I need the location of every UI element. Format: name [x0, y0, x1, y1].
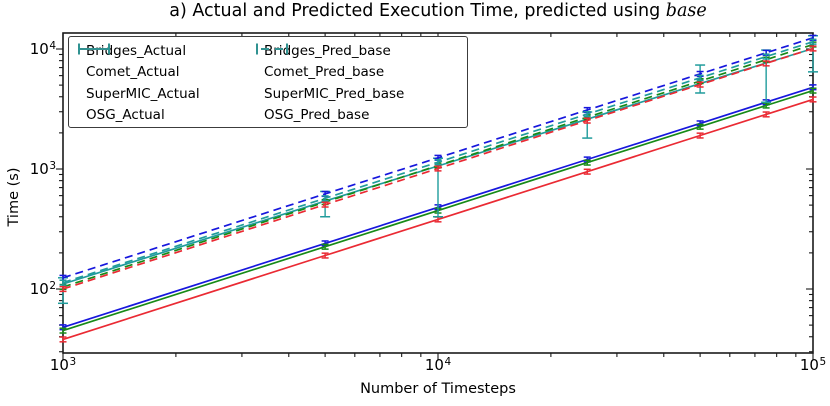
chart-title-text: a) Actual and Predicted Execution Time, … [169, 1, 666, 21]
x-tick-label-10e3: 103 [49, 355, 77, 375]
legend-label: OSG_Pred_base [264, 107, 370, 124]
legend-item-OSG_Pred_base: OSG_Pred_base [254, 43, 404, 125]
y-axis-label: Time (s) [6, 167, 22, 227]
legend-marker-dashed-icon [256, 43, 288, 54]
legend-label: Bridges_Actual [86, 43, 187, 60]
series-line-Comet_Actual [62, 89, 814, 332]
legend-item-SuperMIC_Actual: SuperMIC_Actual [76, 43, 200, 104]
legend-item-Comet_Pred_base: Comet_Pred_base [254, 43, 404, 83]
series-SuperMIC_Pred_base [59, 45, 817, 293]
y-tick-label-10e2: 102 [29, 279, 56, 299]
y-tick-label-10e3: 103 [29, 159, 56, 179]
series-OSG_Pred_base [59, 38, 817, 286]
legend-marker-solid-icon [78, 43, 110, 54]
series-line-Bridges_Pred_base [62, 36, 814, 279]
legend-label: Bridges_Pred_base [264, 43, 391, 60]
y-tick-label-10e4: 104 [29, 39, 56, 59]
series-line-SuperMIC_Pred_base [62, 47, 814, 290]
chart-title: a) Actual and Predicted Execution Time, … [63, 1, 813, 21]
series-line-SuperMIC_Actual [62, 98, 814, 341]
legend-item-SuperMIC_Pred_base: SuperMIC_Pred_base [254, 43, 405, 104]
legend-label: SuperMIC_Actual [86, 85, 200, 102]
x-axis-label: Number of Timesteps [360, 381, 516, 397]
series-line-OSG_Pred_base [62, 40, 814, 284]
x-tick-label-10e5: 105 [799, 355, 827, 375]
chart-title-math: base [665, 1, 707, 21]
x-tick-label-10e4: 104 [424, 355, 452, 375]
legend-label: Comet_Actual [86, 64, 180, 81]
series-SuperMIC_Actual [59, 96, 817, 343]
legend: Bridges_Actual Comet_Actual SuperMIC_Actua… [68, 36, 468, 128]
legend-label: OSG_Actual [86, 107, 165, 124]
legend-item-Comet_Actual: Comet_Actual [76, 43, 200, 83]
legend-label: Comet_Pred_base [264, 64, 385, 81]
legend-label: SuperMIC_Pred_base [264, 85, 405, 102]
legend-column-predicted: Bridges_Pred_base Comet_Pred_base SuperMIC… [254, 41, 404, 126]
legend-item-OSG_Actual: OSG_Actual [76, 43, 200, 125]
legend-column-actual: Bridges_Actual Comet_Actual SuperMIC_Actua… [76, 41, 200, 126]
